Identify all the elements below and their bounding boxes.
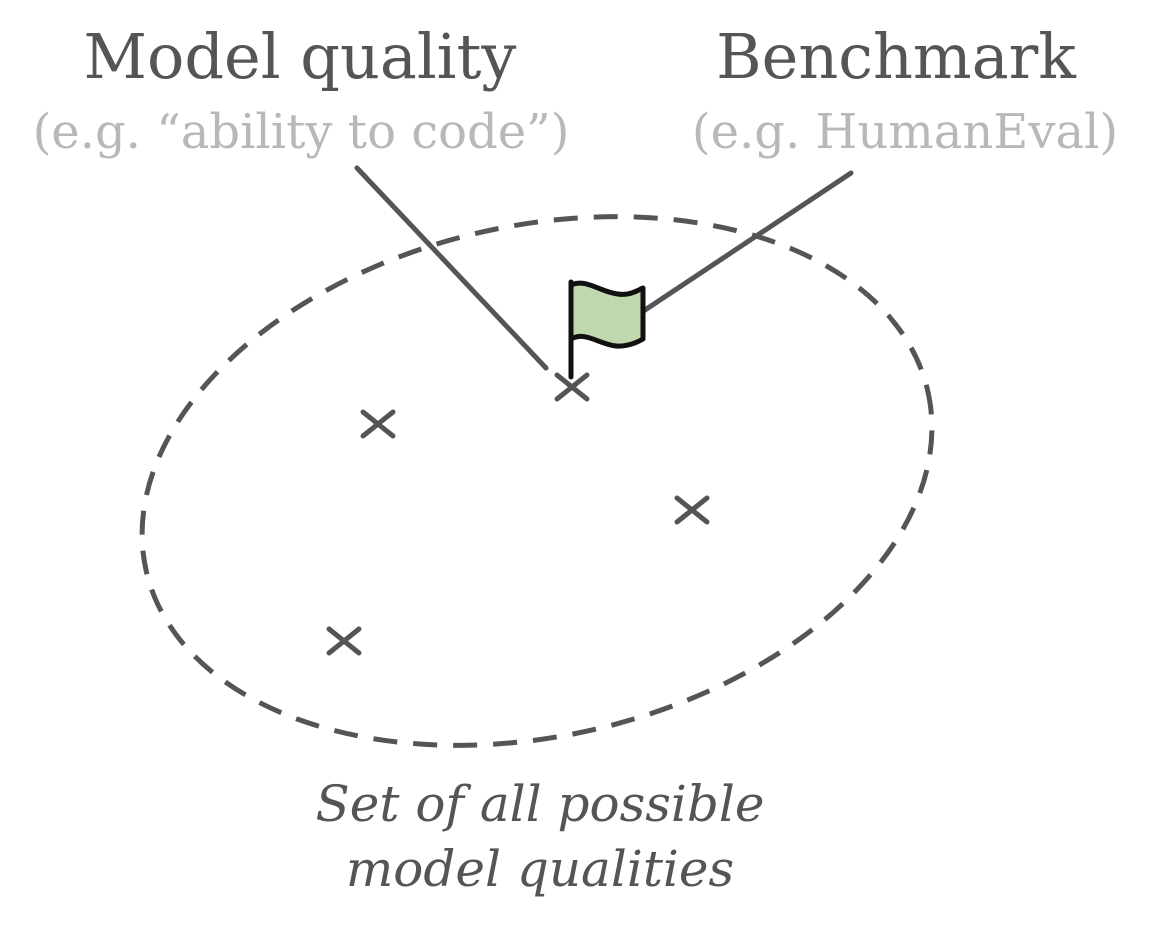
cross-icon [554, 372, 590, 402]
flag-icon [568, 279, 646, 380]
cross-icon [674, 495, 710, 525]
benchmark-leader-line [639, 170, 854, 315]
cross-icon [326, 626, 362, 656]
quality-set-ellipse [139, 214, 935, 748]
caption-line-2: model qualities [345, 840, 735, 898]
benchmark-title: Benchmark [716, 20, 1076, 93]
quality-set-caption: Set of all possible model qualities [260, 772, 820, 902]
caption-line-1: Set of all possible [315, 775, 765, 833]
benchmark-subtitle: (e.g. HumanEval) [691, 104, 1119, 160]
model-quality-title: Model quality [83, 20, 517, 93]
cross-icon [360, 409, 396, 439]
model-quality-leader-line [354, 165, 549, 371]
model-quality-subtitle: (e.g. “ability to code”) [32, 104, 570, 160]
